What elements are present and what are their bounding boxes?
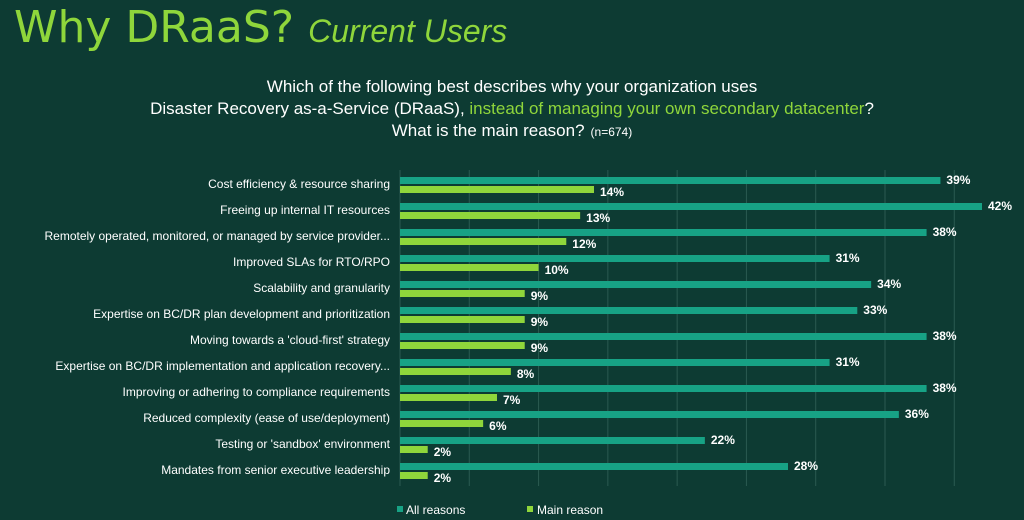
bar-main-reason (400, 472, 428, 479)
category-label: Scalability and granularity (253, 281, 390, 295)
bar-main-reason (400, 238, 567, 245)
value-label-all-reasons: 39% (946, 173, 970, 187)
value-label-main-reason: 9% (531, 315, 549, 329)
question-main: What is the main reason? (391, 121, 585, 140)
survey-question: Which of the following best describes wh… (0, 76, 1024, 143)
value-label-main-reason: 14% (600, 185, 624, 199)
bar-all-reasons (400, 229, 927, 236)
value-label-all-reasons: 38% (933, 381, 957, 395)
question-highlight: instead of managing your own secondary d… (469, 99, 865, 118)
value-label-main-reason: 12% (572, 237, 596, 251)
value-label-main-reason: 2% (434, 445, 452, 459)
bar-all-reasons (400, 437, 705, 444)
legend-label-all-reasons: All reasons (406, 503, 465, 517)
bar-main-reason (400, 394, 497, 401)
value-label-all-reasons: 42% (988, 199, 1012, 213)
bar-all-reasons (400, 307, 858, 314)
question-line-3: What is the main reason? (n=674) (0, 120, 1024, 143)
value-label-all-reasons: 33% (863, 303, 887, 317)
value-label-all-reasons: 28% (794, 459, 818, 473)
bar-main-reason (400, 290, 525, 297)
bar-all-reasons (400, 203, 982, 210)
legend-swatch-all-reasons (397, 506, 403, 512)
category-label: Expertise on BC/DR plan development and … (93, 307, 390, 321)
bar-all-reasons (400, 385, 927, 392)
category-label: Improved SLAs for RTO/RPO (233, 255, 390, 269)
bar-all-reasons (400, 359, 830, 366)
bar-main-reason (400, 212, 581, 219)
bar-main-reason (400, 342, 525, 349)
value-label-all-reasons: 31% (836, 355, 860, 369)
category-label: Moving towards a 'cloud-first' strategy (190, 333, 390, 347)
value-label-all-reasons: 38% (933, 225, 957, 239)
category-label: Reduced complexity (ease of use/deployme… (143, 411, 390, 425)
value-label-main-reason: 9% (531, 341, 549, 355)
bar-main-reason (400, 264, 539, 271)
category-label: Remotely operated, monitored, or managed… (44, 229, 390, 243)
value-label-main-reason: 2% (434, 471, 452, 485)
title-subtitle: Current Users (308, 13, 508, 49)
value-label-all-reasons: 38% (933, 329, 957, 343)
question-line-2-prefix: Disaster Recovery as-a-Service (DRaaS), (150, 99, 470, 118)
value-label-all-reasons: 22% (711, 433, 735, 447)
question-line-2-suffix: ? (864, 99, 874, 118)
bar-all-reasons (400, 411, 899, 418)
title-main: Why DRaaS? (14, 2, 295, 53)
bar-main-reason (400, 186, 594, 193)
bar-all-reasons (400, 463, 788, 470)
value-label-all-reasons: 31% (836, 251, 860, 265)
bar-all-reasons (400, 333, 927, 340)
value-label-main-reason: 8% (517, 367, 535, 381)
bar-main-reason (400, 446, 428, 453)
category-label: Mandates from senior executive leadershi… (161, 463, 390, 477)
category-label: Cost efficiency & resource sharing (208, 177, 390, 191)
category-label: Freeing up internal IT resources (220, 203, 390, 217)
value-label-main-reason: 13% (586, 211, 610, 225)
category-label: Expertise on BC/DR implementation and ap… (55, 359, 390, 373)
category-label: Testing or 'sandbox' environment (215, 437, 390, 451)
value-label-all-reasons: 36% (905, 407, 929, 421)
value-label-main-reason: 7% (503, 393, 521, 407)
legend-label-main-reason: Main reason (537, 503, 603, 517)
value-label-all-reasons: 34% (877, 277, 901, 291)
value-label-main-reason: 10% (545, 263, 569, 277)
value-label-main-reason: 9% (531, 289, 549, 303)
question-line-2: Disaster Recovery as-a-Service (DRaaS), … (0, 98, 1024, 120)
bar-main-reason (400, 316, 525, 323)
question-line-1: Which of the following best describes wh… (266, 77, 758, 96)
category-label: Improving or adhering to compliance requ… (123, 385, 390, 399)
bar-main-reason (400, 420, 484, 427)
bar-all-reasons (400, 177, 941, 184)
value-label-main-reason: 6% (489, 419, 507, 433)
sample-size: (n=674) (590, 125, 633, 139)
page-title: Why DRaaS? Current Users (14, 2, 507, 53)
bar-main-reason (400, 368, 511, 375)
bar-all-reasons (400, 281, 872, 288)
bar-all-reasons (400, 255, 830, 262)
legend-swatch-main-reason (527, 506, 533, 512)
